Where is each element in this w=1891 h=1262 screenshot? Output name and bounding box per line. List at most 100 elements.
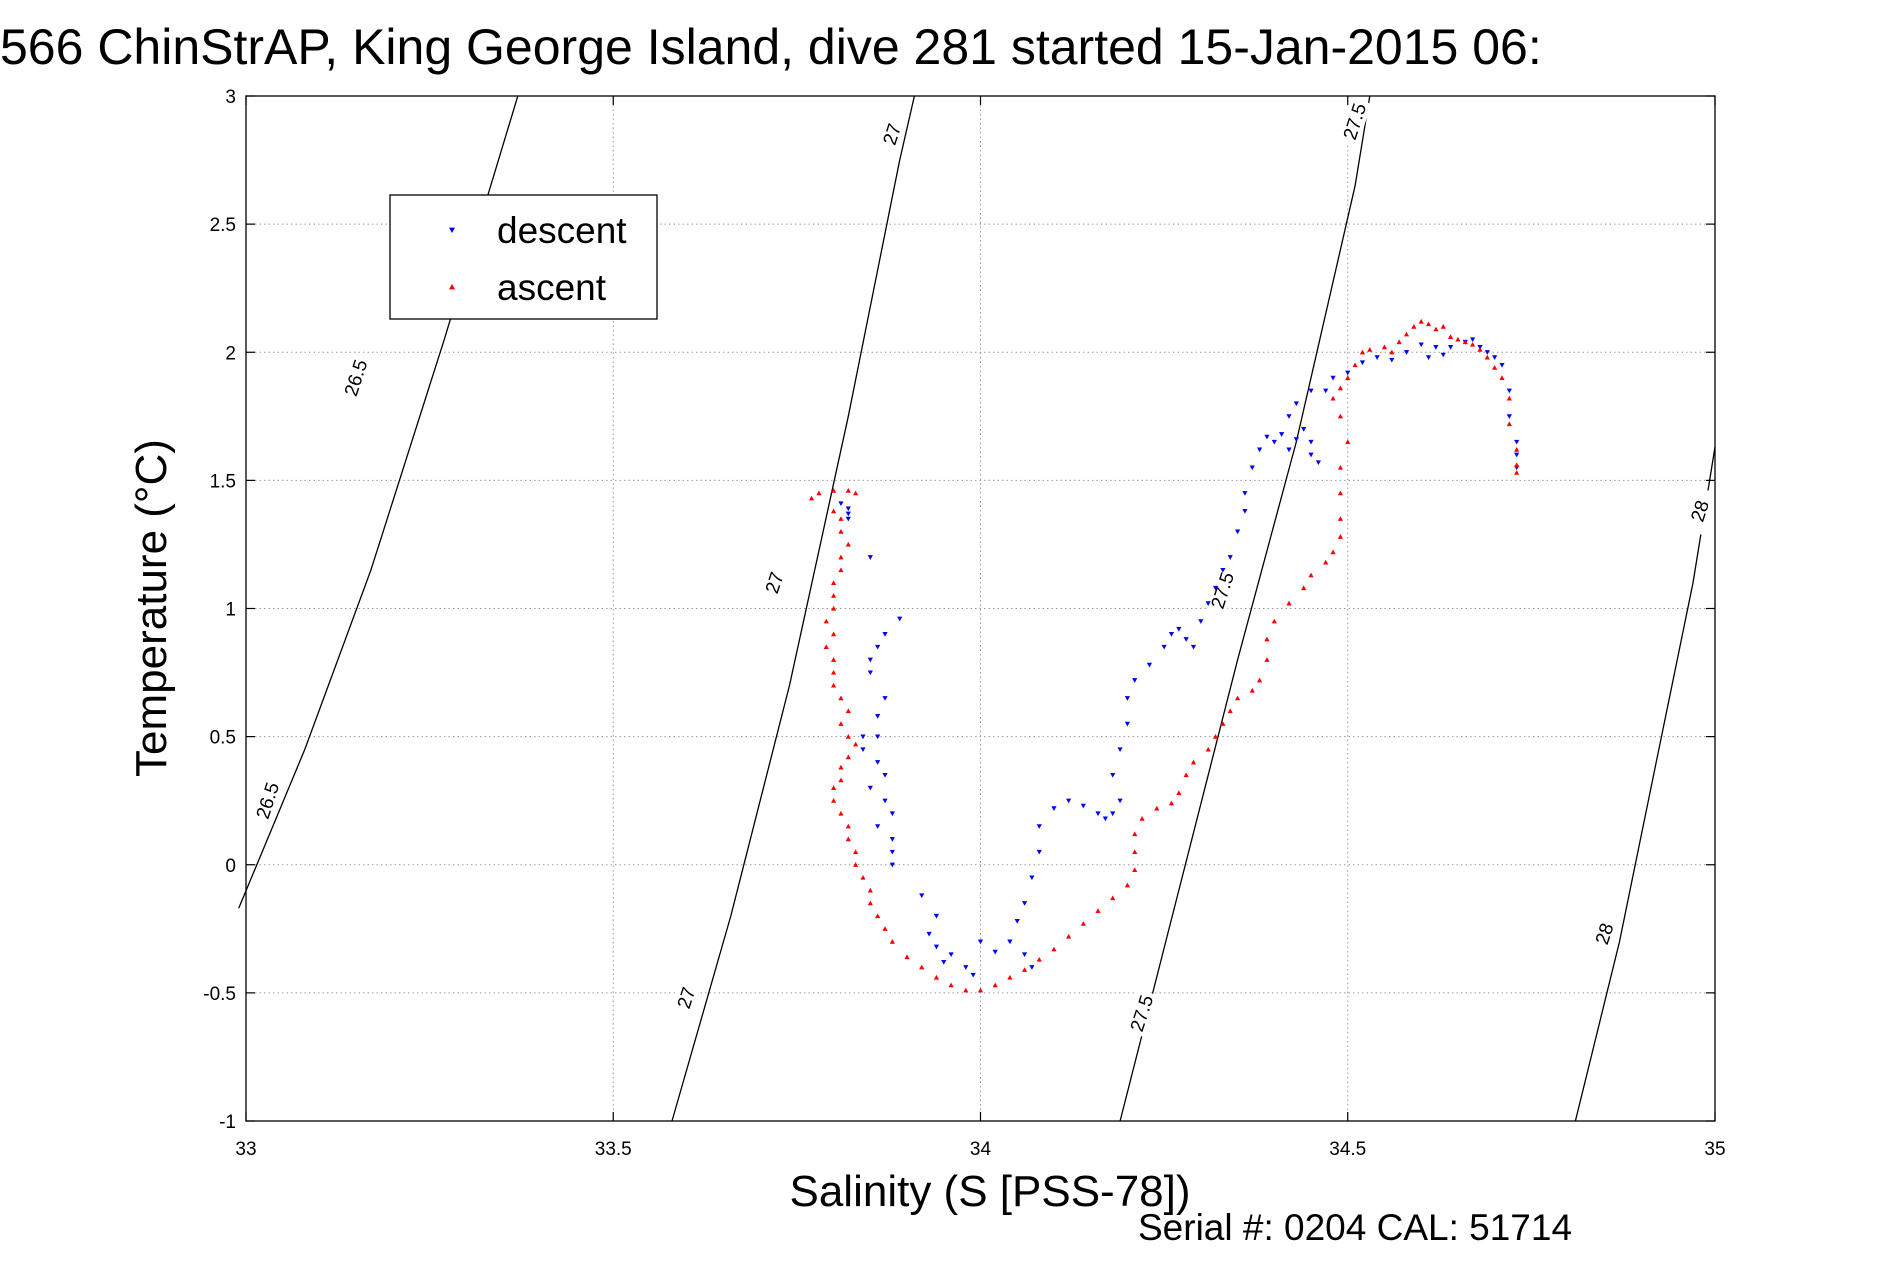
descent-point <box>1242 491 1248 496</box>
ascent-point <box>1249 687 1255 693</box>
ascent-point <box>1132 831 1138 837</box>
descent-point <box>1176 626 1182 632</box>
ascent-point <box>831 669 837 675</box>
ascent-point <box>1389 349 1395 355</box>
ascent-point <box>853 849 859 855</box>
descent-point <box>1301 427 1307 432</box>
ascent-point <box>933 974 940 980</box>
descent-point <box>1036 824 1042 829</box>
descent-point <box>897 616 903 622</box>
descent-point <box>933 913 940 919</box>
y-tick-label: -0.5 <box>203 984 236 1005</box>
descent-point <box>1110 811 1116 817</box>
descent-point <box>882 696 888 701</box>
ascent-point <box>860 874 866 880</box>
ascent-point <box>845 823 851 829</box>
descent-point <box>1345 370 1351 376</box>
ascent-point <box>808 495 815 501</box>
ascent-point <box>838 695 844 701</box>
x-tick-label: 34.5 <box>1329 1139 1366 1160</box>
ascent-point <box>838 721 844 726</box>
ascent-point <box>1337 490 1344 496</box>
descent-point <box>1286 447 1292 453</box>
ascent-point <box>1124 882 1130 888</box>
serial-cal-footer: Serial #: 0204 CAL: 51714 <box>1138 1207 1572 1248</box>
density-contour-27.5 <box>1119 95 1371 1122</box>
ascent-point <box>1227 708 1233 714</box>
density-contour-28 <box>1574 446 1716 1122</box>
ascent-point <box>845 836 851 842</box>
ascent-point <box>1411 324 1417 329</box>
ascent-point <box>823 618 829 624</box>
descent-point <box>1117 798 1123 804</box>
x-axis-label: Salinity (S [PSS-78]) <box>789 1167 1190 1216</box>
y-tick-label: 1 <box>225 600 236 621</box>
descent-point <box>1506 388 1512 394</box>
grid-lines <box>246 96 1715 1121</box>
ascent-point <box>853 490 859 496</box>
descent-point <box>867 670 873 676</box>
descent-point <box>889 837 895 842</box>
ascent-point <box>831 488 837 493</box>
ascent-point <box>1190 759 1197 765</box>
descent-point <box>1124 721 1130 727</box>
descent-point <box>867 785 873 791</box>
ascent-point <box>1308 572 1314 578</box>
ascent-point <box>1440 324 1446 329</box>
ascent-point <box>816 490 822 496</box>
x-tick-label: 35 <box>1704 1139 1725 1160</box>
descent-point <box>1227 555 1233 560</box>
ascent-point <box>904 954 910 960</box>
descent-point <box>1308 388 1314 394</box>
contour-label-bg <box>1336 96 1372 146</box>
ascent-point <box>1323 559 1329 565</box>
descent-point <box>867 555 873 560</box>
descent-point <box>1440 352 1446 358</box>
descent-point <box>1425 355 1432 360</box>
descent-point <box>1146 662 1153 668</box>
ascent-point <box>823 644 829 650</box>
ascent-point <box>1301 585 1307 591</box>
descent-point <box>1212 585 1219 591</box>
descent-point <box>875 644 881 650</box>
ascent-point <box>1396 339 1402 345</box>
descent-point <box>1279 432 1285 437</box>
ascent-point <box>1021 967 1028 972</box>
descent-point <box>838 501 844 507</box>
descent-point <box>1492 355 1498 360</box>
y-tick-label: 2.5 <box>210 215 236 236</box>
ascent-point <box>919 964 925 970</box>
descent-point <box>933 944 940 950</box>
ascent-point <box>1477 347 1483 352</box>
descent-point <box>1315 460 1321 466</box>
ascent-point <box>1132 849 1138 855</box>
ascent-point <box>831 508 837 514</box>
descent-point <box>1359 360 1366 366</box>
ascent-point <box>1080 921 1086 926</box>
ascent-point <box>831 631 837 637</box>
ascent-point <box>838 777 844 783</box>
descent-point <box>1264 434 1270 440</box>
descent-point <box>1161 644 1167 650</box>
ascent-point <box>1168 800 1175 806</box>
ascent-point <box>845 541 851 547</box>
ascent-point <box>977 987 984 993</box>
ascent-point <box>1337 413 1344 419</box>
legend-marker-ascent <box>449 284 455 290</box>
descent-point <box>1051 806 1057 811</box>
descent-point <box>889 862 895 868</box>
ascent-point <box>1462 339 1468 345</box>
descent-point <box>1132 678 1138 683</box>
ascent-point <box>1447 334 1454 339</box>
ascent-point <box>1514 470 1520 475</box>
descent-point <box>1102 816 1108 822</box>
descent-point <box>1484 350 1490 355</box>
descent-point <box>875 734 881 740</box>
descent-point <box>1470 337 1476 343</box>
descent-point <box>1403 350 1410 355</box>
descent-point <box>1014 919 1020 924</box>
descent-point <box>889 811 895 817</box>
ascent-point <box>1176 790 1182 796</box>
descent-point <box>919 893 925 899</box>
ascent-point <box>1345 375 1351 380</box>
